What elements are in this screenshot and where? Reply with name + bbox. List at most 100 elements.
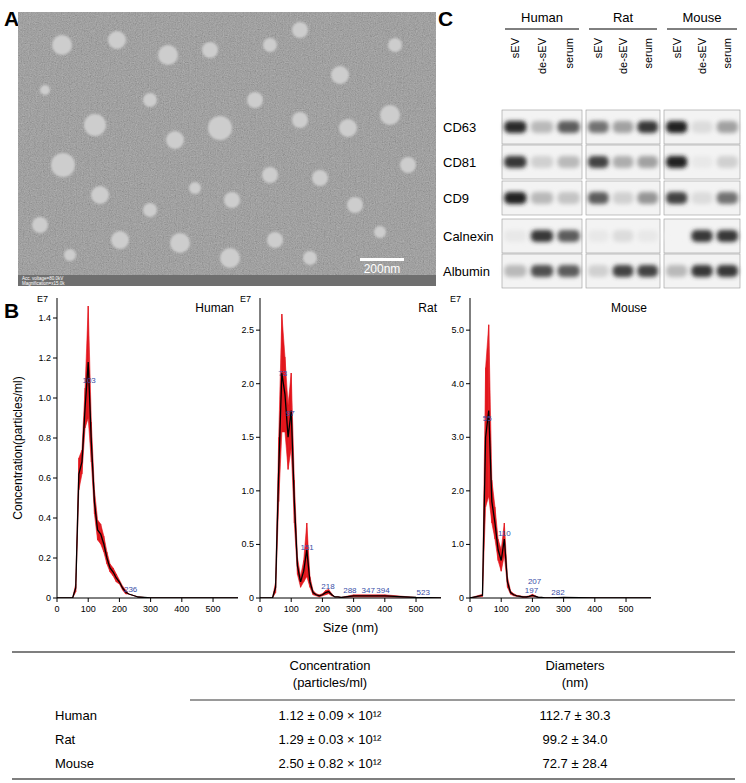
table-rule (12, 778, 735, 779)
table-header: Diameters (545, 658, 605, 673)
vesicle (108, 31, 126, 49)
lane-label: serum (563, 38, 575, 69)
table-rule (12, 651, 735, 652)
band (588, 265, 609, 277)
band (666, 265, 687, 277)
scale-bar (360, 258, 404, 261)
blot-strip (502, 110, 582, 144)
x-tick (322, 598, 323, 602)
band (613, 121, 634, 133)
tem-background (18, 12, 436, 286)
y-tick-label: 0.5 (241, 539, 254, 549)
x-tick-label: 400 (587, 604, 602, 614)
band (504, 192, 526, 204)
table-row-label: Human (55, 708, 97, 723)
table-cell: 112.7 ± 30.3 (539, 708, 610, 723)
lane-label: serum (642, 38, 654, 69)
vesicle (166, 131, 184, 149)
vesicle (51, 153, 75, 177)
peak-label: 394 (376, 586, 390, 595)
x-tick-label: 300 (346, 604, 361, 614)
band (557, 230, 579, 242)
vesicle (189, 182, 201, 194)
y-tick-label: 2.0 (241, 379, 254, 389)
x-tick-label: 500 (206, 604, 221, 614)
band (531, 265, 553, 277)
peak-label: 236 (124, 585, 138, 594)
panel-label: A (4, 7, 19, 30)
band (504, 230, 526, 242)
vesicle (247, 92, 263, 108)
vesicle (84, 114, 106, 136)
y-axis (57, 298, 58, 598)
x-tick-label: 500 (619, 604, 634, 614)
scale-bar-label: 200nm (364, 262, 401, 276)
band (531, 230, 553, 242)
y-tick-label: 0.4 (38, 513, 51, 523)
y-axis (470, 298, 471, 598)
band (504, 156, 526, 168)
vesicle (312, 170, 328, 186)
peak-label: 97 (286, 409, 295, 418)
vesicle (220, 248, 240, 268)
x-tick (150, 598, 151, 602)
band (717, 156, 738, 168)
mean-line (57, 362, 238, 598)
y-multiplier: E7 (37, 294, 48, 304)
band (717, 265, 738, 277)
y-tick (53, 558, 57, 559)
y-tick-label: 5.0 (451, 325, 464, 335)
vesicle (64, 249, 76, 261)
x-tick (470, 598, 471, 602)
x-tick-label: 100 (81, 604, 96, 614)
band (557, 121, 579, 133)
vesicle (32, 217, 48, 233)
band (637, 192, 658, 204)
x-tick-label: 100 (284, 604, 299, 614)
y-tick (256, 490, 260, 491)
peak-label: 73 (278, 369, 287, 378)
x-tick (213, 598, 214, 602)
band (588, 156, 609, 168)
x-tick-label: 100 (494, 604, 509, 614)
blot-strip (586, 219, 660, 253)
x-axis (470, 598, 651, 599)
x-tick-label: 0 (467, 604, 472, 614)
y-axis (260, 298, 261, 598)
peak-label: 282 (551, 588, 565, 597)
blot-group: Human (521, 10, 563, 25)
band (531, 121, 553, 133)
x-tick (353, 598, 354, 602)
band (691, 121, 712, 133)
plot-area (470, 325, 651, 598)
vesicle (143, 203, 157, 217)
band (717, 121, 738, 133)
y-tick (256, 598, 260, 599)
blot-strip (586, 145, 660, 179)
y-tick (256, 330, 260, 331)
band (588, 121, 609, 133)
tem-info-strip (18, 275, 436, 286)
vesicle (52, 35, 72, 55)
peak-label: 151 (300, 543, 314, 552)
band (557, 192, 579, 204)
blot-strip (586, 181, 660, 215)
blot-group: Rat (613, 10, 634, 25)
blot-strip (664, 145, 740, 179)
band (613, 230, 634, 242)
peak-label: 55 (483, 414, 492, 423)
vesicle (400, 157, 416, 173)
vesicle (202, 42, 218, 58)
y-tick (256, 544, 260, 545)
x-tick-label: 500 (409, 604, 424, 614)
band (717, 230, 738, 242)
table-cell: 1.29 ± 0.03 × 10¹² (279, 732, 383, 747)
y-tick-label: 0 (249, 593, 254, 603)
table-rule (190, 700, 735, 701)
y-tick (53, 598, 57, 599)
x-tick (563, 598, 564, 602)
vesicle (347, 197, 363, 213)
vesicle (224, 192, 240, 208)
band (637, 121, 658, 133)
figure: ABCAcc. voltage=80.0kVMagnification=x15.… (0, 0, 746, 783)
